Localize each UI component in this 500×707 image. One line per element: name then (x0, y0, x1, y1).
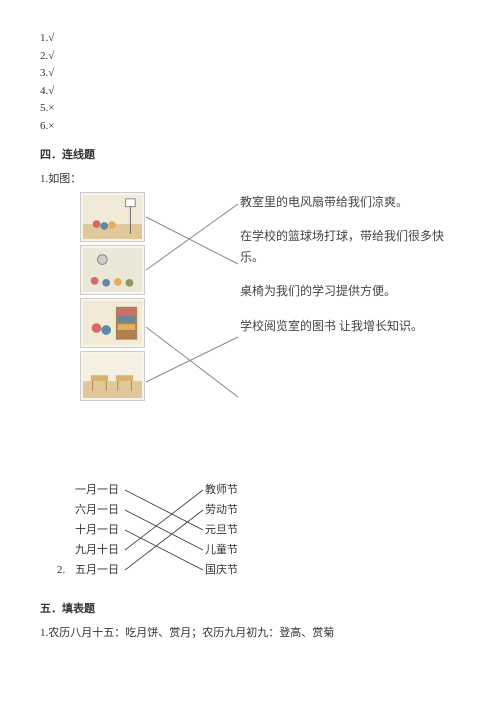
connection-lines-1 (40, 192, 470, 422)
q1-label: 1.如图： (40, 170, 460, 186)
tf-num: 3. (40, 67, 48, 79)
tf-item: 4.√ (40, 83, 460, 100)
tf-item: 6.× (40, 118, 460, 135)
tf-num: 4. (40, 85, 48, 97)
tf-num: 6. (40, 120, 48, 132)
true-false-list: 1.√ 2.√ 3.√ 4.√ 5.× 6.× (40, 30, 460, 134)
section5-answer1: 1.农历八月十五：吃月饼、赏月；农历九月初九：登高、赏菊 (40, 624, 460, 640)
tf-mark: √ (48, 67, 54, 79)
tf-mark: √ (48, 85, 54, 97)
section4-title: 四．连线题 (40, 146, 460, 162)
tf-mark: × (48, 120, 54, 132)
tf-item: 2.√ (40, 48, 460, 65)
section5-title: 五．填表题 (40, 600, 460, 616)
connection-lines-2 (55, 480, 275, 590)
tf-mark: × (48, 102, 54, 114)
tf-mark: √ (48, 32, 54, 44)
matching-diagram-2: 一月一日 六月一日 十月一日 九月十日 2.五月一日 教师节 劳动节 元旦节 儿… (55, 480, 460, 590)
tf-num: 5. (40, 102, 48, 114)
tf-num: 2. (40, 50, 48, 62)
tf-item: 1.√ (40, 30, 460, 47)
matching-diagram-1: 教室里的电风扇带给我们凉爽。 在学校的篮球场打球，带给我们很多快乐。 桌椅为我们… (40, 192, 460, 472)
tf-num: 1. (40, 32, 48, 44)
tf-mark: √ (48, 50, 54, 62)
tf-item: 3.√ (40, 65, 460, 82)
tf-item: 5.× (40, 100, 460, 117)
